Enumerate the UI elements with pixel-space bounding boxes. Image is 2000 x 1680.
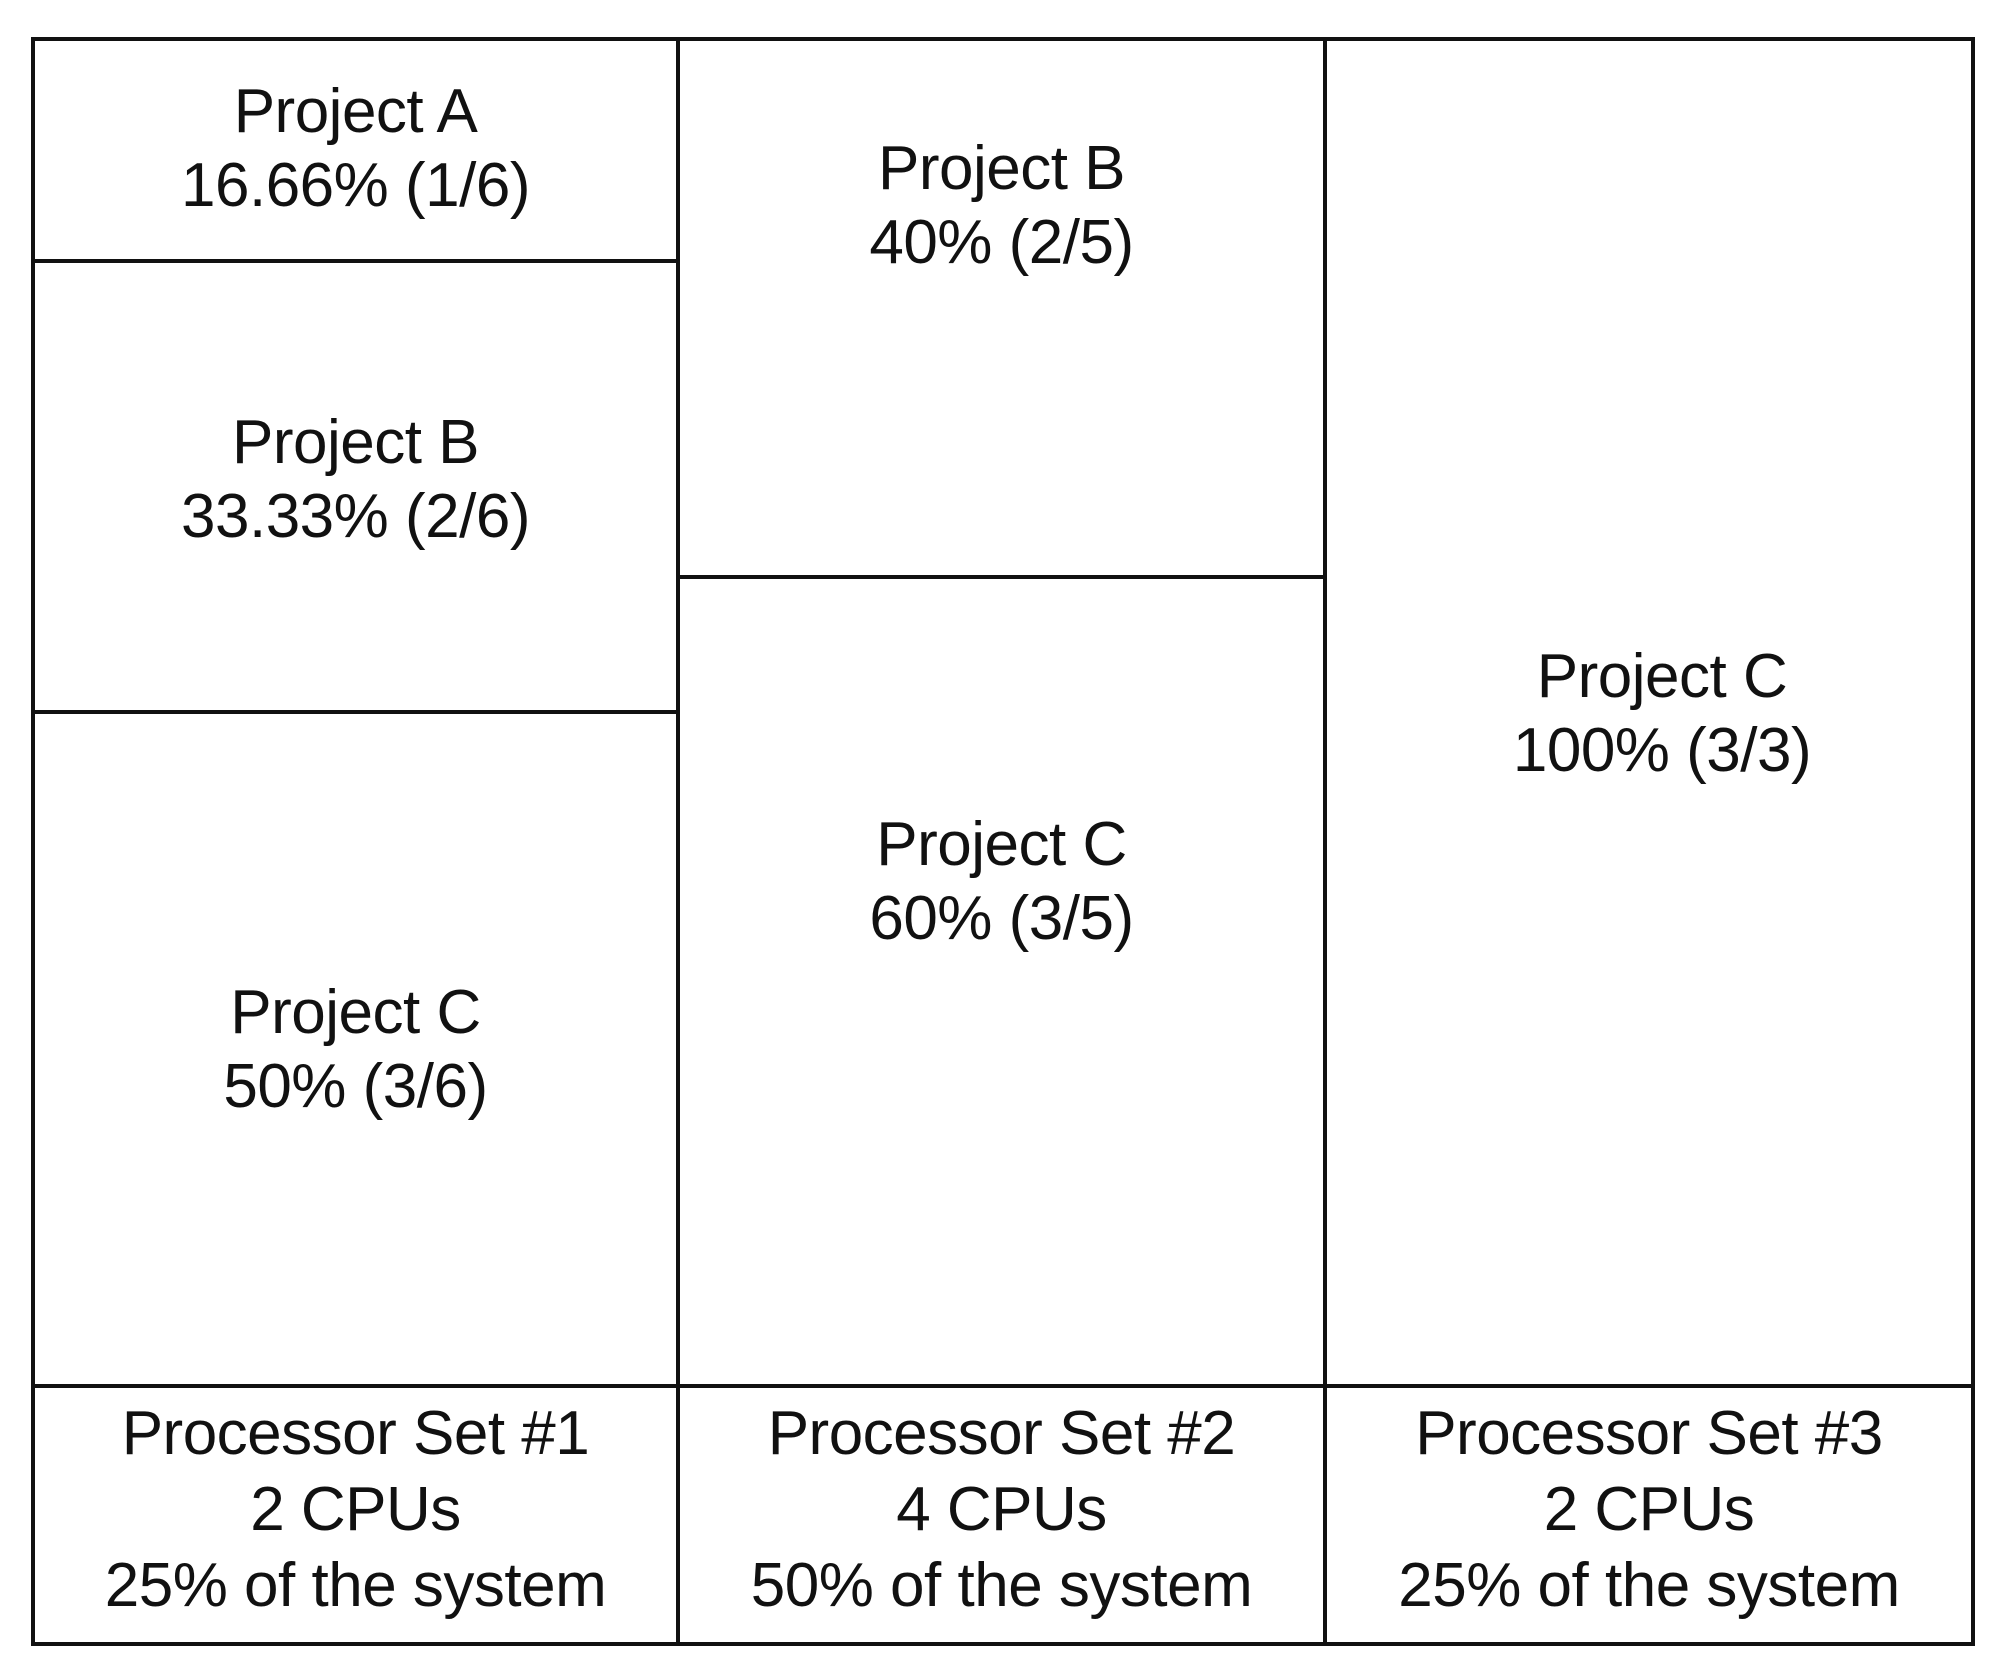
processor-set-share: 50% of the system — [750, 1551, 1253, 1620]
project-share: 60% (3/5) — [869, 884, 1134, 953]
footer-divider — [31, 1384, 1975, 1388]
project-share: 33.33% (2/6) — [181, 482, 531, 551]
processor-set-2-label: Processor Set #2 4 CPUs 50% of the syste… — [680, 1396, 1323, 1624]
processor-set-cpus: 4 CPUs — [896, 1475, 1107, 1544]
diagram-frame — [31, 37, 1975, 1646]
project-name: Project B — [231, 408, 480, 477]
project-name: Project B — [877, 134, 1126, 203]
set2-project-c: Project C 60% (3/5) — [680, 808, 1323, 956]
project-share: 100% (3/3) — [1512, 716, 1812, 785]
column-divider-1-2 — [676, 37, 680, 1646]
project-name: Project C — [230, 978, 481, 1047]
processor-set-name: Processor Set #1 — [121, 1399, 590, 1468]
processor-set-name: Processor Set #2 — [767, 1399, 1236, 1468]
project-share: 50% (3/6) — [223, 1052, 488, 1121]
processor-set-cpus: 2 CPUs — [1543, 1475, 1755, 1544]
project-share: 40% (2/5) — [869, 208, 1134, 277]
project-name: Project A — [233, 77, 478, 146]
processor-set-cpus: 2 CPUs — [250, 1475, 461, 1544]
set1-project-a: Project A 16.66% (1/6) — [35, 75, 676, 223]
processor-set-share: 25% of the system — [104, 1551, 607, 1620]
set1-divider-a-b — [31, 259, 680, 263]
set1-project-c: Project C 50% (3/6) — [35, 976, 676, 1124]
set1-project-b: Project B 33.33% (2/6) — [35, 406, 676, 554]
set1-divider-b-c — [31, 710, 680, 714]
project-share: 16.66% (1/6) — [181, 151, 531, 220]
processor-set-3-label: Processor Set #3 2 CPUs 25% of the syste… — [1327, 1396, 1971, 1624]
set2-project-b: Project B 40% (2/5) — [680, 132, 1323, 280]
column-divider-2-3 — [1323, 37, 1327, 1646]
set2-divider-b-c — [678, 575, 1327, 579]
processor-set-1-label: Processor Set #1 2 CPUs 25% of the syste… — [35, 1396, 676, 1624]
project-name: Project C — [876, 810, 1127, 879]
processor-set-share: 25% of the system — [1398, 1551, 1900, 1620]
project-name: Project C — [1536, 642, 1788, 711]
set3-project-c: Project C 100% (3/3) — [1327, 640, 1967, 788]
processor-set-name: Processor Set #3 — [1415, 1399, 1883, 1468]
